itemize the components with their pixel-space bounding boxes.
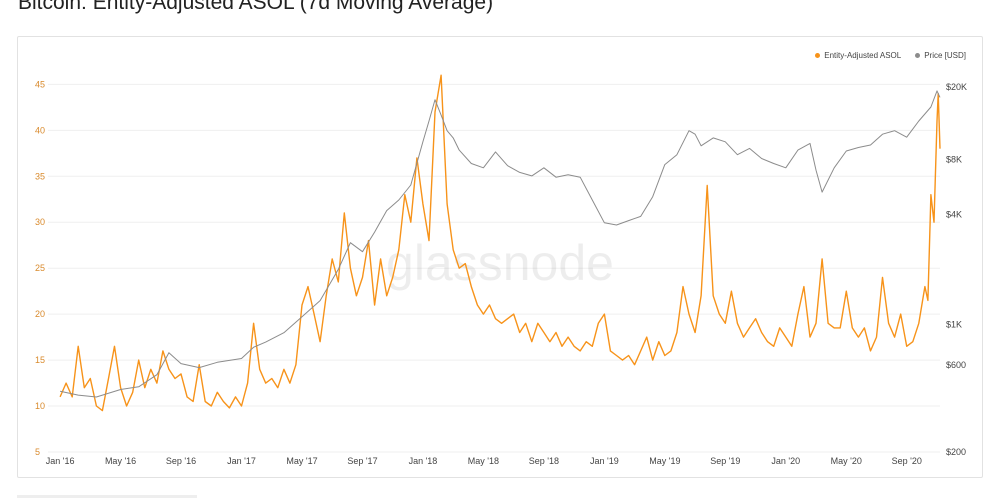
y-right-tick-label: $600 bbox=[946, 360, 966, 370]
y-right-tick-label: $200 bbox=[946, 447, 966, 457]
x-tick-label: Sep '16 bbox=[166, 456, 196, 466]
y-right-tick-label: $8K bbox=[946, 154, 962, 164]
chart-legend: Entity-Adjusted ASOL Price [USD] bbox=[815, 51, 966, 60]
x-tick-label: Sep '17 bbox=[347, 456, 377, 466]
y-axis-right: $200 $600 $1K $4K $8K $20K bbox=[946, 82, 967, 457]
legend-label-price: Price [USD] bbox=[924, 51, 966, 60]
x-tick-label: Sep '20 bbox=[892, 456, 922, 466]
y-left-tick-label: 40 bbox=[35, 125, 45, 135]
y-left-tick-label: 35 bbox=[35, 171, 45, 181]
y-axis-left: 5 10 15 20 25 30 35 40 45 bbox=[35, 79, 45, 457]
x-tick-label: Jan '20 bbox=[771, 456, 800, 466]
y-right-tick-label: $1K bbox=[946, 319, 962, 329]
x-tick-label: May '16 bbox=[105, 456, 136, 466]
x-tick-label: Jan '19 bbox=[590, 456, 619, 466]
legend-item-asol[interactable]: Entity-Adjusted ASOL bbox=[815, 51, 901, 60]
legend-label-asol: Entity-Adjusted ASOL bbox=[824, 51, 902, 60]
x-axis: Jan '16 May '16 Sep '16 Jan '17 May '17 Sep '… bbox=[46, 456, 922, 466]
series-line-price bbox=[59, 90, 941, 398]
x-tick-label: Sep '18 bbox=[529, 456, 559, 466]
legend-swatch-price bbox=[915, 53, 921, 58]
y-left-tick-label: 30 bbox=[35, 217, 45, 227]
y-left-tick-label: 25 bbox=[35, 263, 45, 273]
x-tick-label: Sep '19 bbox=[710, 456, 740, 466]
chart-panel bbox=[17, 36, 983, 478]
legend-swatch-asol bbox=[815, 53, 821, 58]
y-left-tick-label: 5 bbox=[35, 447, 40, 457]
x-tick-label: Jan '18 bbox=[409, 456, 438, 466]
y-right-tick-label: $4K bbox=[946, 209, 962, 219]
series-line-asol bbox=[59, 74, 941, 412]
x-tick-label: Jan '16 bbox=[46, 456, 75, 466]
footer-divider bbox=[17, 495, 197, 498]
watermark: glassnode bbox=[386, 235, 614, 291]
x-tick-label: May '17 bbox=[286, 456, 317, 466]
x-tick-label: May '20 bbox=[831, 456, 862, 466]
x-tick-label: May '19 bbox=[649, 456, 680, 466]
y-left-tick-label: 45 bbox=[35, 79, 45, 89]
y-left-tick-label: 10 bbox=[35, 401, 45, 411]
y-left-tick-label: 15 bbox=[35, 355, 45, 365]
y-right-tick-label: $20K bbox=[946, 82, 967, 92]
y-left-tick-label: 20 bbox=[35, 309, 45, 319]
x-tick-label: Jan '17 bbox=[227, 456, 256, 466]
series-layer bbox=[59, 74, 941, 412]
legend-item-price[interactable]: Price [USD] bbox=[915, 51, 966, 60]
page-title: Bitcoin: Entity-Adjusted ASOL (7d Moving… bbox=[18, 0, 494, 14]
grid-lines bbox=[48, 83, 940, 453]
x-tick-label: May '18 bbox=[468, 456, 499, 466]
